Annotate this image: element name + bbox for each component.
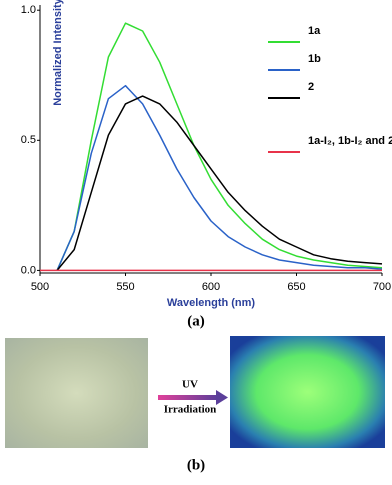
legend-label: 2 [308,81,314,93]
x-axis-label: Wavelength (nm) [167,297,256,309]
series-line [56,22,383,271]
arrow-head [216,390,228,405]
x-tick-label: 600 [202,281,220,293]
photo-crystals-uv [230,336,385,448]
arrow [158,395,218,400]
y-tick-label: 0.5 [21,134,36,146]
legend-label: 1a-I₂, 1b-I₂ and 2-I₂ [308,135,392,147]
series-line [56,84,383,271]
legend-label: 1b [308,53,321,65]
y-tick-label: 0.0 [21,264,36,276]
x-tick-label: 650 [287,281,305,293]
x-tick-label: 700 [373,281,391,293]
series-line [56,95,383,271]
y-axis-label: Normalized Intensity [52,0,64,106]
panel-label: (b) [187,457,205,473]
y-tick-label: 1.0 [21,4,36,16]
photo-crystals [5,338,148,448]
panel-label: (a) [187,313,205,329]
legend-label: 1a [308,25,321,37]
arrow-label: Irradiation [164,404,217,416]
x-tick-label: 550 [116,281,134,293]
arrow-label: UV [182,379,198,391]
x-tick-label: 500 [31,281,49,293]
